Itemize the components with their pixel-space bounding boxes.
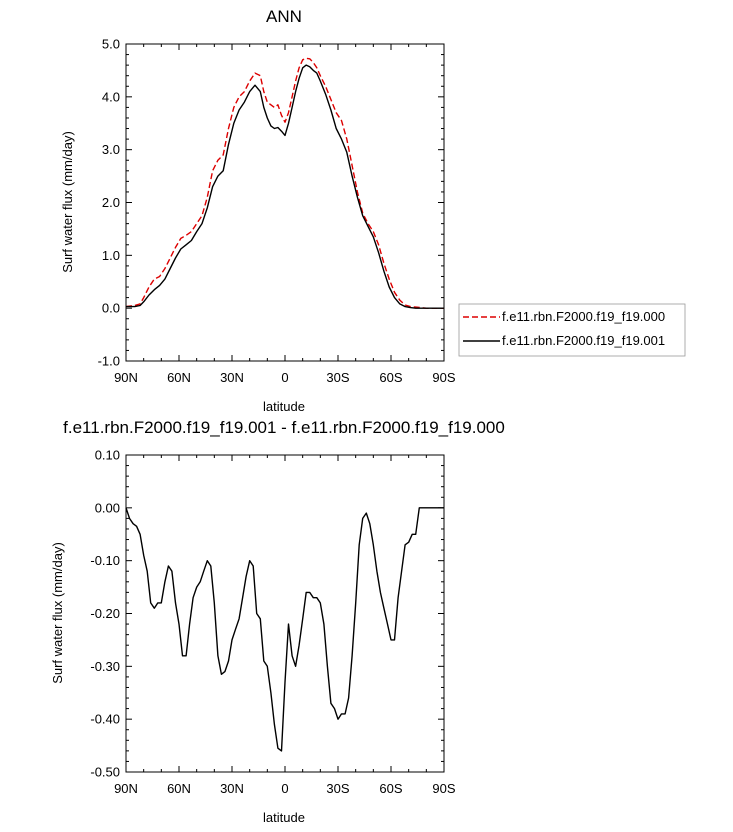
top-chart-x-axis-label: latitude [263, 399, 305, 414]
x-tick-label: 60N [167, 370, 191, 385]
legend-label-series-1: f.e11.rbn.F2000.f19_f19.000 [502, 309, 665, 324]
y-tick-label: 0.00 [95, 500, 120, 515]
bottom-chart-y-axis-label: Surf water flux (mm/day) [50, 542, 65, 684]
bottom-chart-panel: f.e11.rbn.F2000.f19_f19.001 - f.e11.rbn.… [50, 418, 505, 825]
y-tick-label: 2.0 [102, 195, 120, 210]
top-chart-frame [125, 43, 445, 362]
legend-label-series-2: f.e11.rbn.F2000.f19_f19.001 [502, 333, 665, 348]
x-tick-label: 30N [220, 781, 244, 796]
y-tick-label: 5.0 [102, 37, 120, 52]
legend-box [458, 303, 686, 357]
bottom-chart-y-ticks: -0.50 -0.40 -0.30 -0.20 -0.10 0.00 0.10 [90, 448, 444, 780]
y-tick-label: 3.0 [102, 142, 120, 157]
series-line-1 [125, 507, 444, 752]
x-tick-label: 30N [220, 370, 244, 385]
series-line-2 [126, 64, 444, 309]
y-tick-label: -1.0 [98, 354, 120, 369]
y-tick-label: 0.0 [102, 301, 120, 316]
x-tick-label: 60S [379, 370, 402, 385]
top-chart-x-ticks: 90N 60N 30N 0 30S 60S 90S [114, 44, 456, 385]
y-tick-label: 4.0 [102, 89, 120, 104]
bottom-chart-series [125, 507, 444, 752]
series-line-1 [125, 57, 444, 309]
x-tick-label: 90S [432, 781, 455, 796]
y-tick-label: 0.10 [95, 448, 120, 463]
top-chart-series [125, 57, 444, 309]
top-chart-y-axis-label: Surf water flux (mm/day) [60, 131, 75, 273]
x-tick-label: 0 [281, 370, 288, 385]
y-tick-label: 1.0 [102, 248, 120, 263]
x-tick-label: 90S [432, 370, 455, 385]
bottom-chart-x-ticks: 90N 60N 30N 0 30S 60S 90S [114, 455, 456, 796]
y-tick-label: -0.30 [90, 659, 120, 674]
top-chart-panel: ANN -1.0 0.0 1.0 2.0 3.0 4.0 5.0 90N 60N 30N 0 30S… [60, 7, 686, 414]
x-tick-label: 60S [379, 781, 402, 796]
top-chart-title: ANN [266, 7, 302, 26]
x-tick-label: 30S [326, 781, 349, 796]
x-tick-label: 90N [114, 781, 138, 796]
x-tick-label: 30S [326, 370, 349, 385]
x-tick-label: 0 [281, 781, 288, 796]
x-tick-label: 90N [114, 370, 138, 385]
y-tick-label: -0.50 [90, 765, 120, 780]
y-tick-label: -0.10 [90, 553, 120, 568]
y-tick-label: -0.40 [90, 712, 120, 727]
top-chart-y-ticks: -1.0 0.0 1.0 2.0 3.0 4.0 5.0 [98, 37, 444, 369]
y-tick-label: -0.20 [90, 606, 120, 621]
top-chart-legend: f.e11.rbn.F2000.f19_f19.000 f.e11.rbn.F2… [458, 303, 686, 357]
bottom-chart-title: f.e11.rbn.F2000.f19_f19.001 - f.e11.rbn.… [63, 418, 505, 437]
bottom-chart-x-axis-label: latitude [263, 810, 305, 825]
x-tick-label: 60N [167, 781, 191, 796]
